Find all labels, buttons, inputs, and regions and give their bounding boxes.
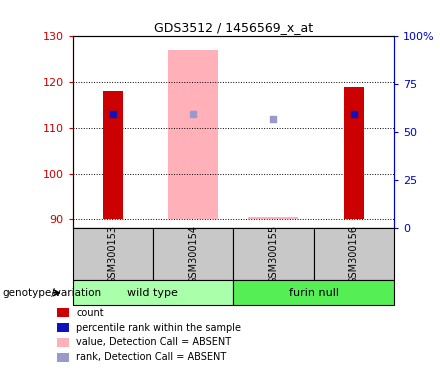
Text: GSM300156: GSM300156 <box>348 225 359 284</box>
Title: GDS3512 / 1456569_x_at: GDS3512 / 1456569_x_at <box>154 21 313 34</box>
Text: rank, Detection Call = ABSENT: rank, Detection Call = ABSENT <box>77 353 227 362</box>
Text: wild type: wild type <box>128 288 178 298</box>
Bar <box>153 228 233 280</box>
Point <box>190 111 197 117</box>
Text: furin null: furin null <box>289 288 338 298</box>
Bar <box>233 280 394 305</box>
Bar <box>58 353 70 362</box>
Bar <box>344 87 364 219</box>
Text: percentile rank within the sample: percentile rank within the sample <box>77 323 242 333</box>
Text: GSM300153: GSM300153 <box>108 225 118 284</box>
Bar <box>58 308 70 318</box>
Text: genotype/variation: genotype/variation <box>2 288 101 298</box>
Bar <box>103 91 123 219</box>
Bar <box>58 323 70 333</box>
Point <box>270 116 277 122</box>
Bar <box>73 280 233 305</box>
Text: GSM300154: GSM300154 <box>188 225 198 284</box>
Text: GSM300155: GSM300155 <box>268 225 279 284</box>
Bar <box>58 338 70 347</box>
Bar <box>314 228 394 280</box>
Point <box>350 111 357 117</box>
Bar <box>73 228 153 280</box>
Bar <box>248 217 298 219</box>
Bar <box>168 50 218 219</box>
Bar <box>233 228 314 280</box>
Point <box>109 111 116 117</box>
Text: count: count <box>77 308 104 318</box>
Text: value, Detection Call = ABSENT: value, Detection Call = ABSENT <box>77 338 231 348</box>
